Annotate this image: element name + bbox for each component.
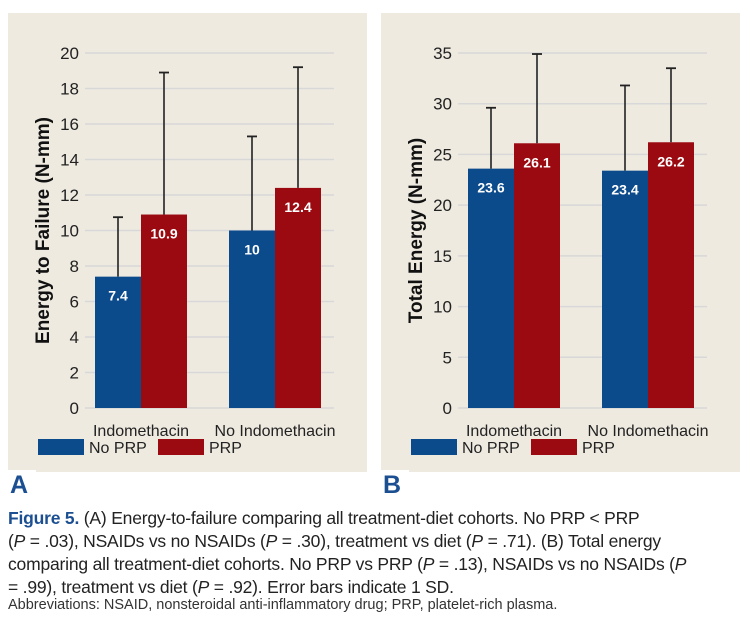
x-tick-label: Indomethacin — [466, 423, 562, 440]
caption-line-2: (P = .03), NSAIDs vs no NSAIDs (P = .30)… — [8, 531, 661, 551]
data-label: 23.4 — [611, 182, 638, 198]
x-tick-label: Indomethacin — [93, 423, 189, 440]
y-tick-label: 35 — [433, 44, 452, 63]
x-tick-label: No Indomethacin — [588, 423, 709, 440]
y-tick-label: 10 — [433, 298, 452, 317]
bar-prp — [648, 142, 694, 408]
caption-line-4: = .99), treatment vs diet (P = .92). Err… — [8, 577, 454, 597]
y-tick-label: 10 — [60, 222, 79, 241]
data-label: 12.4 — [284, 199, 311, 215]
legend-swatch-no-prp — [38, 439, 84, 455]
caption-line-1: Figure 5. (A) Energy-to-failure comparin… — [8, 508, 640, 528]
chart-b: 0 5 10 15 20 25 30 35 Total Energy (N-mm) 23.6 26.… — [406, 44, 709, 457]
bar-prp — [275, 187, 321, 408]
chart-a: 0 2 4 6 8 10 12 14 16 18 20 Energy to Failure (N-mm… — [33, 44, 336, 457]
bar-prp — [141, 214, 187, 408]
x-tick-label: No Indomethacin — [215, 423, 336, 440]
y-tick-label: 5 — [443, 348, 452, 367]
y-tick-label: 20 — [433, 196, 452, 215]
y-tick-label: 0 — [70, 399, 79, 418]
legend-label: No PRP — [89, 440, 147, 457]
y-tick-label: 8 — [70, 257, 79, 276]
bar-prp — [514, 143, 560, 408]
y-tick-label: 15 — [433, 247, 452, 266]
y-tick-label: 12 — [60, 186, 79, 205]
panel-a: 0 2 4 6 8 10 12 14 16 18 20 Energy to Failure (N-mm… — [8, 13, 367, 472]
figure-label: Figure 5. — [8, 508, 80, 528]
bar-no-prp — [468, 168, 514, 408]
abbreviations-note: Abbreviations: NSAID, nonsteroidal anti-… — [8, 597, 558, 613]
y-tick-label: 20 — [60, 44, 79, 63]
panel-b: 0 5 10 15 20 25 30 35 Total Energy (N-mm) 23.6 26.… — [381, 13, 740, 472]
bar-no-prp — [95, 276, 141, 408]
data-label: 26.2 — [657, 153, 684, 169]
data-label: 26.1 — [523, 154, 550, 170]
legend-label: PRP — [582, 440, 615, 457]
y-tick-label: 30 — [433, 95, 452, 114]
panel-letter-b: B — [381, 470, 409, 500]
y-axis-label: Total Energy (N-mm) — [406, 138, 427, 323]
caption-line-3: comparing all treatment-diet cohorts. No… — [8, 554, 687, 574]
figure-caption: Figure 5. (A) Energy-to-failure comparin… — [8, 507, 748, 599]
y-tick-label: 4 — [70, 328, 79, 347]
y-tick-label: 16 — [60, 115, 79, 134]
bar-no-prp — [602, 170, 648, 408]
data-label: 23.6 — [477, 180, 504, 196]
data-label: 10.9 — [150, 226, 177, 242]
data-label: 7.4 — [108, 288, 128, 304]
legend-label: No PRP — [462, 440, 520, 457]
legend-swatch-no-prp — [411, 439, 457, 455]
y-tick-label: 18 — [60, 80, 79, 99]
data-label: 10 — [244, 242, 260, 258]
y-tick-label: 2 — [70, 364, 79, 383]
legend-label: PRP — [209, 440, 242, 457]
bar-no-prp — [229, 230, 275, 408]
y-axis-label: Energy to Failure (N-mm) — [33, 117, 54, 344]
legend-swatch-prp — [531, 439, 577, 455]
y-tick-label: 6 — [70, 293, 79, 312]
y-tick-label: 0 — [443, 399, 452, 418]
y-tick-label: 25 — [433, 145, 452, 164]
y-tick-label: 14 — [60, 151, 79, 170]
legend-swatch-prp — [158, 439, 204, 455]
panel-letter-a: A — [8, 470, 36, 500]
